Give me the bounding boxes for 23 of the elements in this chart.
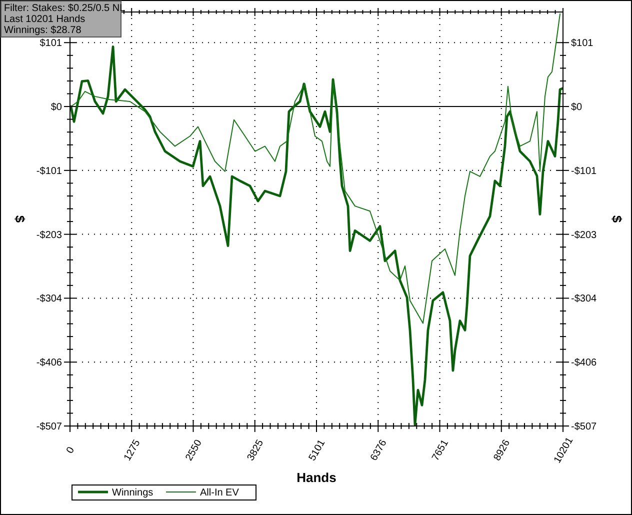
y-tick-label: -$507 xyxy=(36,422,62,432)
x-axis-title: Hands xyxy=(296,470,336,485)
y-tick-label: -$203 xyxy=(36,230,62,241)
legend-label: All-In EV xyxy=(200,488,240,498)
y2-tick-label: -$203 xyxy=(571,230,598,241)
y-tick-label: -$304 xyxy=(36,294,62,305)
y2-tick-label: -$304 xyxy=(571,294,598,305)
y-tick-label: -$406 xyxy=(36,358,62,369)
y2-tick-label: -$406 xyxy=(571,358,598,369)
legend-label: Winnings xyxy=(112,488,154,498)
y2-tick-label: $101 xyxy=(571,38,594,50)
annotation: Filter: Stakes: $0.25/0.5 NL xyxy=(4,3,126,14)
y-axis-title: $ xyxy=(12,215,28,224)
y2-tick-label: $0 xyxy=(571,102,583,114)
annotation: Last 10201 Hands xyxy=(4,14,86,25)
y2-axis-title: $ xyxy=(609,215,624,224)
y-tick-label: -$101 xyxy=(36,166,62,177)
y2-tick-label: -$101 xyxy=(571,166,598,177)
annotation: Winnings: $28.78 xyxy=(4,25,82,36)
y-tick-label: $0 xyxy=(50,102,62,114)
y-tick-label: $101 xyxy=(40,38,62,50)
y2-tick-label: -$507 xyxy=(571,422,598,432)
x-tick-label: 0 xyxy=(64,444,78,456)
